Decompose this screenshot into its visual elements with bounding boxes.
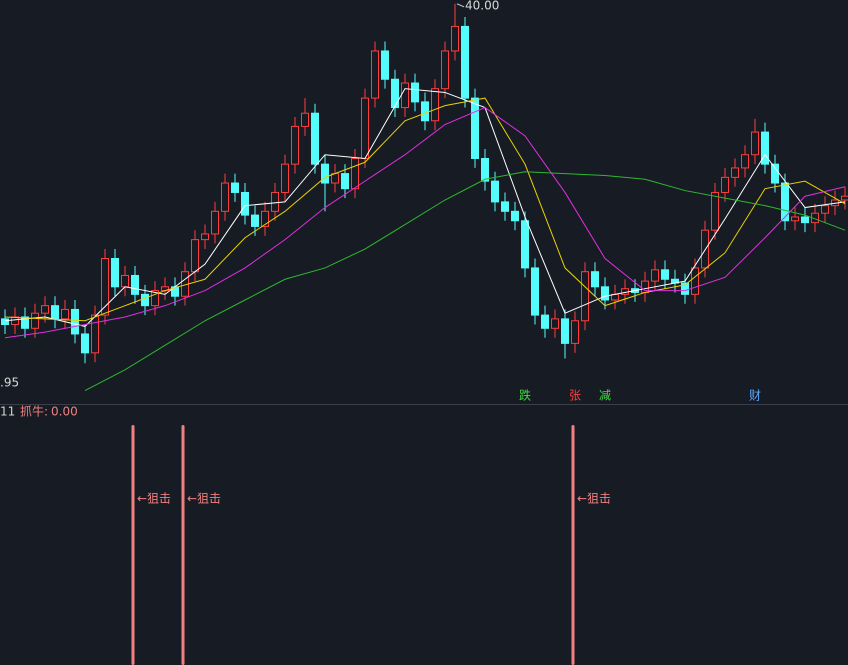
candle-body [781,182,789,222]
moving-average-line [84,171,846,392]
candle-body [231,182,239,193]
candle-body [441,50,449,90]
low-label: .95 [0,376,19,390]
candle-body [61,308,69,320]
candle-body [571,320,579,344]
candle-body [371,50,379,99]
candle-body [501,201,509,212]
signal-bar [181,425,185,665]
signal-bar [571,425,575,665]
candle-body [711,191,719,231]
candle-body [411,82,419,103]
candle-body [341,173,349,190]
candle-body [11,316,19,326]
candle-body [351,157,359,190]
candle-body [491,180,499,203]
candle-body [51,305,59,320]
candle-body [261,210,269,227]
candle-body [791,216,799,222]
candle-body [521,220,529,269]
event-marker: 跌 [519,388,531,403]
candle-body [151,290,159,307]
high-pointer [456,3,465,8]
candle-body [421,101,429,122]
candle-body [591,271,599,288]
candle-body [311,112,319,165]
candle-body [841,195,848,201]
event-marker: 张 [569,389,581,403]
candle-body [391,78,399,109]
candle-body [361,97,369,159]
candle-body [21,316,29,329]
candle-body [561,318,569,344]
candle-body [701,229,709,269]
candle-body [581,271,589,322]
event-marker: 减 [599,389,611,403]
candle-body [531,267,539,316]
candle-body [731,167,739,178]
candle-body [1,318,9,326]
candle-body [91,314,99,354]
candle-body [251,214,259,227]
candle-body [751,131,759,156]
candle-body [821,205,829,214]
candle-body [481,157,489,182]
candle-body [111,257,119,288]
candle-body [221,182,229,212]
candle-body [511,210,519,222]
indicator-name: 抓牛: [20,404,48,419]
candle-body [101,257,109,316]
candle-body [141,293,149,307]
event-marker: 财 [749,389,761,403]
candle-body [761,131,769,165]
candle-body [401,82,409,109]
signal-label: ←狙击 [187,492,221,506]
candle-body [661,269,669,280]
candle-body [651,269,659,282]
signal-label: ←狙击 [137,492,171,506]
moving-average-line [4,88,846,327]
candle-body [121,274,129,288]
candle-body [801,216,809,224]
candle-body [71,308,79,335]
candle-body [691,267,699,295]
candle-body [551,318,559,329]
signal-bar [131,425,135,665]
candle-body [771,163,779,184]
candle-body [201,233,209,241]
candle-body [381,50,389,80]
candle-body [461,25,469,99]
candle-body [31,312,39,329]
candle-body [541,314,549,329]
candle-body [301,112,309,127]
candle-body [681,282,689,295]
candle-body [41,305,49,314]
candle-body [321,163,329,184]
candle-body [81,333,89,354]
candle-body [211,210,219,235]
candle-body [721,176,729,193]
indicator-value: 0.00 [51,405,78,419]
signal-label: ←狙击 [577,492,611,506]
candle-body [431,88,439,122]
candle-body [281,163,289,193]
candle-body [191,239,199,273]
candle-body [131,274,139,295]
indicator-prefix: 11 [0,405,15,419]
candle-body [471,97,479,159]
candle-body [241,191,249,216]
moving-average-line [4,97,846,322]
candle-body [601,286,609,301]
candle-body [451,25,459,52]
moving-average-line [4,106,846,339]
candle-body [291,125,299,165]
candle-body [741,154,749,169]
high-label: 40.00 [465,0,499,12]
candle-body [271,191,279,212]
